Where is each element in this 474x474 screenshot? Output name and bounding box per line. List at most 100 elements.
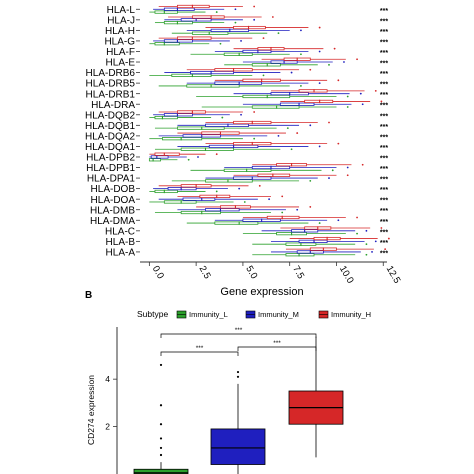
gene-label-hla-f: HLA-F — [106, 47, 135, 58]
panel-a-gene-expression-chart: HLA-LHLA-JHLA-HHLA-GHLA-FHLA-EHLA-DRB6HL… — [85, 4, 403, 298]
immunity-m-hla-f-outlier — [318, 50, 321, 53]
immunity-m-hla-dqa2-outlier — [277, 134, 280, 137]
bracket-immunity-m-immunity-h-label: *** — [273, 340, 281, 347]
immunity-m-hla-dra-box — [279, 102, 315, 106]
gene-label-hla-h: HLA-H — [105, 26, 135, 37]
immunity-h-hla-dqa2-outlier — [296, 132, 299, 134]
gene-label-hla-dpb1: HLA-DPB1 — [86, 163, 135, 174]
immunity-m-hla-dmb-box — [205, 208, 240, 212]
significance-hla-dpb1: *** — [380, 166, 388, 173]
significance-hla-dmb: *** — [380, 208, 388, 215]
immunity-h-hla-drb1-outlier — [374, 89, 377, 92]
significance-hla-e: *** — [380, 61, 388, 68]
gene-boxplots — [148, 4, 390, 257]
immunity-m-hla-dpb2-outlier — [197, 156, 199, 158]
immunity-l-outlier-4 — [159, 404, 163, 407]
immunity-m-outlier-1 — [236, 370, 240, 374]
immunity-h-hla-dqa1-outlier — [337, 142, 340, 145]
immunity-l-hla-c-outlier — [356, 232, 358, 235]
significance-hla-b: *** — [380, 240, 388, 247]
immunity-l-hla-dob-outlier — [215, 190, 218, 193]
gene-label-hla-dqb1: HLA-DQB1 — [85, 121, 135, 132]
immunity-h-hla-drb6-outlier — [309, 68, 312, 71]
immunity-l-hla-f-outlier — [300, 53, 302, 56]
x-axis-label: Gene expression — [220, 286, 303, 298]
x-tick-label-10-0: 10.0 — [337, 264, 356, 286]
immunity-l-hla-dpa1-box — [205, 179, 253, 183]
immunity-l-hla-dqa1-outlier — [290, 148, 293, 151]
gene-label-hla-drb6: HLA-DRB6 — [86, 68, 136, 79]
immunity-l-hla-f-box — [223, 52, 253, 56]
immunity-l-hla-dob-box — [154, 189, 178, 194]
immunity-m-hla-l-outlier — [234, 8, 237, 11]
bracket-immunity-l-immunity-m — [160, 351, 239, 356]
immunity-m-hla-dqa1-outlier — [318, 145, 321, 148]
immunity-h-hla-dpa1-outlier — [346, 174, 349, 177]
bracket-immunity-l-immunity-h — [160, 333, 317, 338]
immunity-m-hla-doa-box — [182, 197, 216, 201]
immunity-h-hla-dpa1-box — [257, 173, 291, 177]
significance-hla-drb5: *** — [380, 82, 388, 89]
bracket-immunity-l-immunity-m-label: *** — [196, 345, 204, 352]
panel-b-label: B — [85, 290, 92, 301]
immunity-m-hla-dqb2-outlier — [240, 113, 242, 116]
significance-hla-drb6: *** — [380, 71, 388, 78]
immunity-l-hla-l-box — [154, 10, 178, 14]
immunity-l-hla-dqb2-box — [154, 115, 178, 120]
significance-hla-dma: *** — [380, 219, 388, 226]
legend-title: Subtype — [137, 309, 168, 319]
immunity-h-hla-j-box — [191, 15, 225, 19]
immunity-l-hla-dqb1-outlier — [286, 127, 289, 130]
legend: Subtype Immunity_L Immunity_M Immunity_H — [137, 309, 371, 319]
immunity-l-hla-h-box — [191, 31, 229, 35]
immunity-l-hla-dqa1-box — [180, 147, 234, 151]
immunity-l-outlier-3 — [159, 423, 163, 426]
gene-label-hla-doa: HLA-DOA — [91, 195, 136, 206]
immunity-l-hla-dpb1-box — [223, 168, 272, 172]
immunity-h-hla-h-outlier — [318, 26, 321, 29]
significance-hla-dra: *** — [380, 103, 388, 110]
immunity-h-hla-dpb2-box — [154, 152, 180, 156]
immunity-h-hla-dpb1-outlier — [361, 163, 364, 166]
gene-label-hla-b: HLA-B — [106, 237, 136, 248]
gene-label-hla-j: HLA-J — [107, 15, 135, 26]
y-tick-label-4: 4 — [105, 374, 110, 384]
y-axis-label: CD274 expression — [86, 375, 96, 445]
significance-hla-dpa1: *** — [380, 177, 388, 184]
immunity-l-hla-drb1-box — [242, 94, 291, 99]
x-tick-label-12-5: 12.5 — [384, 264, 403, 286]
immunity-h-hla-dma-outlier — [356, 216, 358, 219]
immunity-h-hla-c-outlier — [380, 227, 383, 229]
gene-label-hla-drb5: HLA-DRB5 — [86, 79, 136, 90]
immunity-h-hla-dra-box — [304, 99, 334, 104]
immunity-m-hla-dra-outlier — [361, 103, 364, 106]
immunity-l-hla-dqa2-outlier — [253, 137, 256, 140]
immunity-h-hla-dma-box — [266, 215, 300, 220]
immunity-m-hla-drb6-outlier — [290, 71, 293, 74]
significance-hla-f: *** — [380, 50, 388, 57]
x-axis-ticks: 0.0 2.5 5.0 7.5 10.0 12.5 — [148, 262, 403, 286]
immunity-m-hla-b-box — [298, 239, 328, 243]
immunity-h-hla-dmb-outlier — [309, 206, 312, 208]
immunity-m-hla-drb5-outlier — [318, 82, 321, 85]
immunity-l-hla-dqb1-box — [177, 126, 225, 130]
immunity-l-hla-dmb-outlier — [281, 211, 284, 214]
immunity-m-hla-dqb1-outlier — [309, 124, 312, 127]
comparison-brackets: *** *** *** — [160, 327, 317, 356]
immunity-m-hla-f-box — [242, 49, 272, 54]
significance-markers: *** *** *** *** *** *** *** *** *** *** *** *** *** *… — [380, 8, 388, 258]
immunity-m-hla-g-outlier — [240, 40, 242, 42]
immunity-l-outlier-5 — [159, 363, 163, 367]
gene-label-hla-dpb2: HLA-DPB2 — [86, 153, 135, 164]
immunity-m-hla-b-outlier — [374, 240, 377, 243]
significance-hla-dqb1: *** — [380, 124, 388, 131]
immunity-h-hla-l-box — [177, 4, 210, 9]
x-tick-label-7-5: 7.5 — [290, 264, 306, 281]
significance-hla-h: *** — [380, 29, 388, 36]
immunity-l-hla-l-outlier — [215, 11, 218, 13]
immunity-m-hla-doa-outlier — [268, 198, 271, 201]
immunity-l-hla-h-outlier — [277, 32, 280, 35]
immunity-m-hla-a-outlier — [371, 251, 373, 253]
immunity-l-hla-dpb1-outlier — [331, 169, 334, 172]
immunity-h-hla-drb1-box — [298, 89, 328, 93]
